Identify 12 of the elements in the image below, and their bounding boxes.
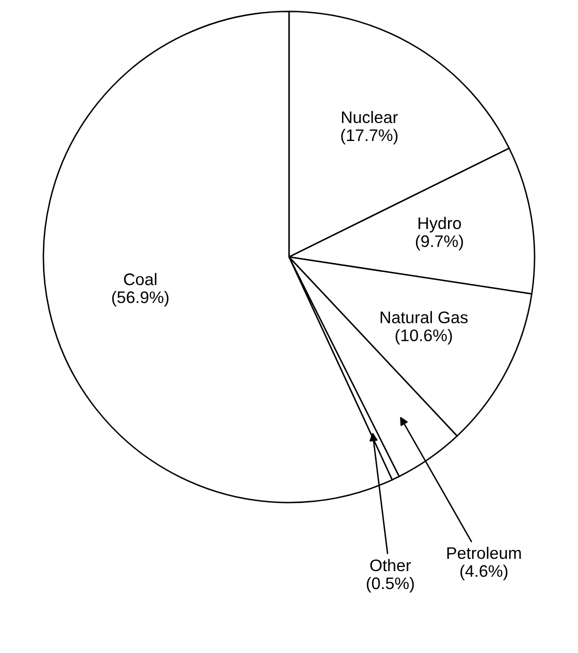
- data-label: (4.6%): [460, 564, 508, 580]
- data-label: (17.7%): [341, 128, 398, 144]
- data-label: (10.6%): [396, 329, 452, 345]
- data-label: (56.9%): [112, 290, 168, 306]
- slice-label: Coal: [124, 272, 156, 286]
- slice-label: Nuclear: [342, 110, 398, 124]
- slice-label: Natural Gas: [380, 311, 468, 324]
- data-label: (0.5%): [366, 576, 414, 592]
- slice-label: Hydro: [418, 216, 461, 232]
- slice-label: Petroleum: [447, 546, 521, 559]
- slice-label: Other: [370, 559, 411, 572]
- data-label: (9.7%): [416, 234, 463, 250]
